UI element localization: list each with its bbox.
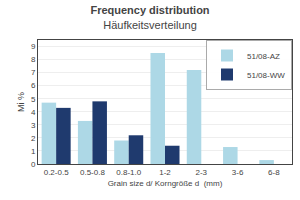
svg-text:9: 9 — [31, 42, 36, 51]
svg-text:3: 3 — [31, 121, 36, 130]
svg-text:6-8: 6-8 — [268, 168, 280, 177]
svg-text:2: 2 — [31, 134, 36, 143]
svg-text:Frequency distributionHäufkeit: Frequency distributionHäufkeitsverteilun… — [90, 4, 209, 30]
svg-text:0.8-1.0: 0.8-1.0 — [116, 168, 141, 177]
svg-text:Grain size d/ Korngröße d (mm: Grain size d/ Korngröße d (mm) — [108, 179, 223, 188]
svg-text:1-2: 1-2 — [159, 168, 171, 177]
svg-text:51/08-AZ: 51/08-AZ — [247, 52, 280, 61]
svg-text:0.5-0.8: 0.5-0.8 — [80, 168, 105, 177]
svg-text:51/08-WW: 51/08-WW — [247, 71, 285, 80]
svg-text:0: 0 — [31, 160, 36, 169]
svg-text:8: 8 — [31, 55, 36, 64]
svg-text:6: 6 — [31, 81, 36, 90]
svg-text:0.2-0.5: 0.2-0.5 — [44, 168, 69, 177]
svg-text:2-3: 2-3 — [196, 168, 208, 177]
svg-text:5: 5 — [31, 95, 36, 104]
svg-text:1: 1 — [31, 147, 36, 156]
svg-text:7: 7 — [31, 68, 36, 77]
svg-text:Mi %: Mi % — [16, 92, 26, 112]
svg-text:4: 4 — [31, 108, 36, 117]
svg-text:3-6: 3-6 — [232, 168, 244, 177]
